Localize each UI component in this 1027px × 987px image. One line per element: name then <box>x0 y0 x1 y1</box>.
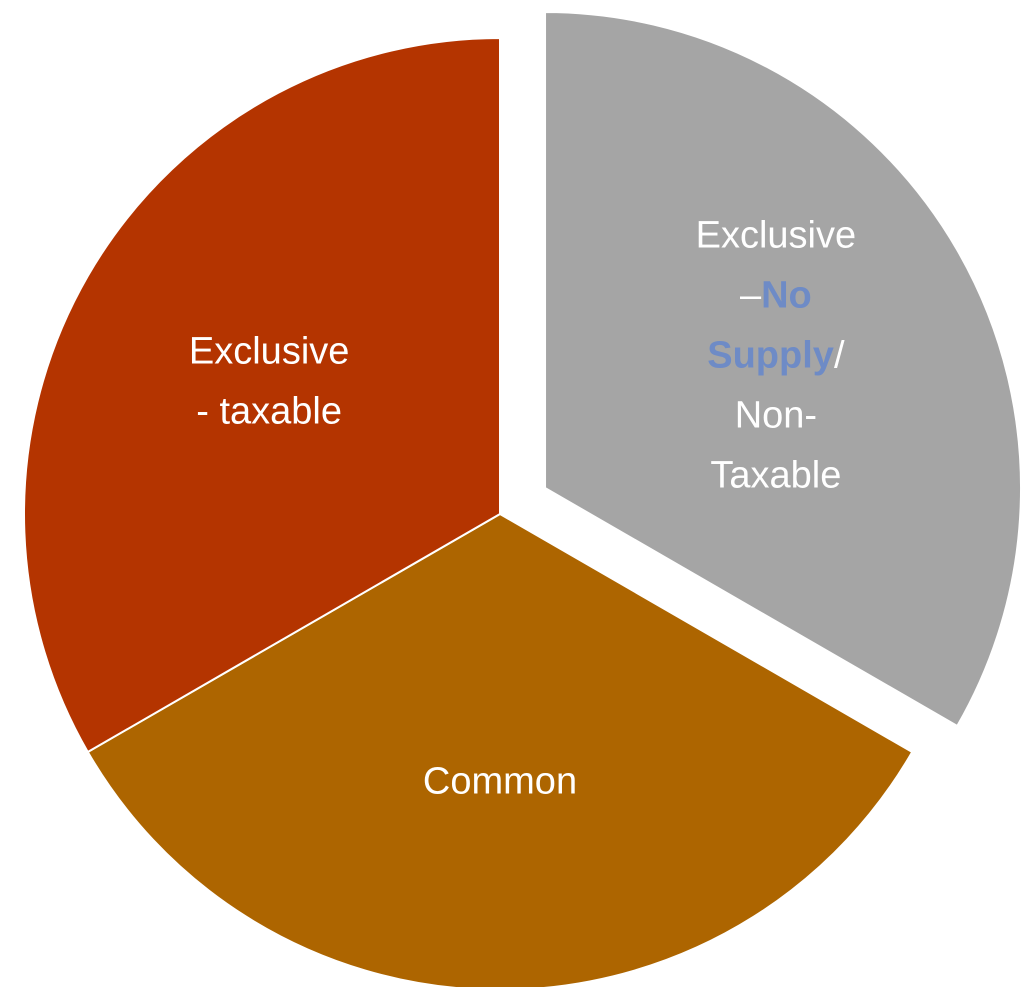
pie-slice-1 <box>86 512 914 987</box>
slice-label-1: Common <box>423 761 577 803</box>
slice-label-0-line-1-seg-1: No <box>761 275 812 317</box>
slice-label-2: Exclusive - taxable <box>189 331 350 433</box>
pie-labels: Exclusive –No Supply/ Non- Taxable Common Excl… <box>189 215 856 803</box>
pie-slice-0 <box>544 10 1023 728</box>
slice-label-2-line-1-seg-0: - taxable <box>196 391 342 433</box>
slice-label-0-line-2-seg-1: / <box>834 335 845 377</box>
slice-label-0-line-0-seg-0: Exclusive <box>696 215 857 257</box>
pie-slices <box>23 10 1023 987</box>
slice-label-1-line-0-seg-0: Common <box>423 761 577 803</box>
slice-label-0-line-1-seg-0: – <box>740 275 762 317</box>
slice-label-2-line-0-seg-0: Exclusive <box>189 331 350 373</box>
slice-label-0-line-4-seg-0: Taxable <box>710 455 841 497</box>
slice-label-0-line-3-seg-0: Non- <box>735 395 817 437</box>
slice-label-0: Exclusive –No Supply/ Non- Taxable <box>696 215 857 497</box>
pie-slice-2 <box>23 36 501 754</box>
slice-label-0-line-2-seg-0: Supply <box>707 335 834 377</box>
